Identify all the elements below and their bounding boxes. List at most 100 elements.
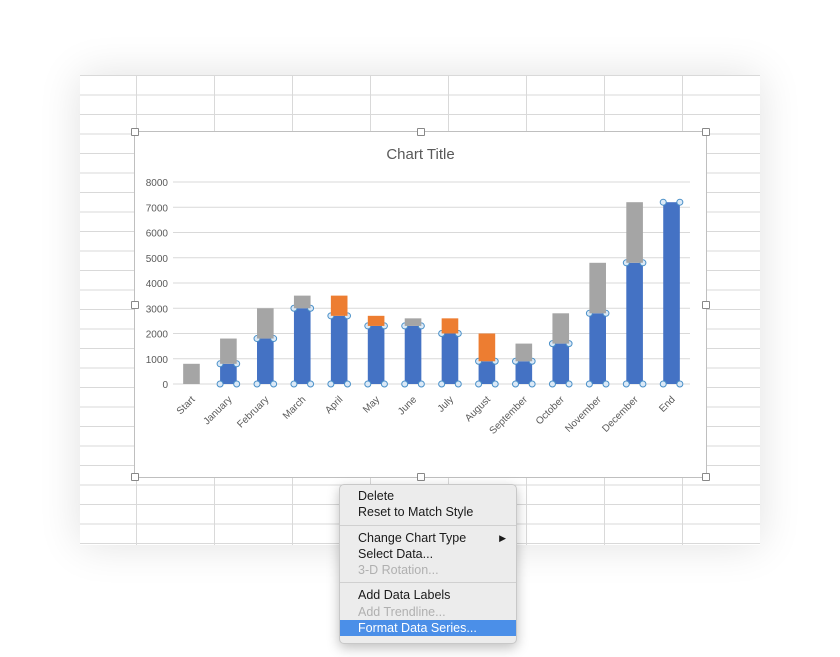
x-tick-label: September: [488, 394, 531, 437]
context-menu: Delete Reset to Match Style Change Chart…: [339, 484, 517, 644]
selection-handle: [475, 380, 483, 388]
bar-series-0[interactable]: [478, 361, 496, 384]
selection-handle: [290, 380, 298, 388]
resize-handle[interactable]: [702, 128, 710, 136]
chart-object[interactable]: Chart Title 0 1000 2000 3000 4000 5000 6000 700…: [131, 128, 710, 481]
y-tick-label: 2000: [146, 330, 169, 341]
selection-handle: [602, 380, 610, 388]
selection-handle: [512, 380, 520, 388]
y-tick-label: 6000: [146, 229, 169, 240]
selection-handle: [438, 380, 446, 388]
x-tick-label: May: [361, 394, 382, 415]
bar-series-0[interactable]: [220, 363, 237, 384]
selection-handle: [659, 380, 667, 388]
bar-series-0[interactable]: [589, 313, 606, 384]
bar-series-1[interactable]: [183, 363, 200, 384]
x-tick-label: June: [396, 394, 419, 417]
x-tick-label: August: [463, 394, 493, 424]
x-tick-label: Start: [175, 394, 198, 417]
bar-series-1[interactable]: [257, 308, 274, 339]
bar-series-2[interactable]: [478, 333, 496, 362]
selection-handle: [659, 198, 667, 206]
bar-series-1[interactable]: [220, 338, 237, 364]
bar-series-0[interactable]: [404, 325, 422, 384]
selection-handle: [491, 380, 499, 388]
selection-handle: [548, 380, 556, 388]
x-tick-label: December: [600, 394, 641, 435]
selection-handle: [639, 380, 647, 388]
bar-series-1[interactable]: [404, 318, 422, 326]
selection-handle: [270, 380, 278, 388]
bar-series-1[interactable]: [515, 343, 533, 362]
menu-item-select-data[interactable]: Select Data...: [358, 546, 434, 561]
bar-series-1[interactable]: [626, 202, 643, 263]
resize-handle[interactable]: [416, 128, 425, 136]
bar-series-0[interactable]: [367, 325, 385, 384]
bar-series-0[interactable]: [257, 338, 274, 384]
bar-series-1[interactable]: [589, 262, 606, 314]
menu-item-change-chart-type[interactable]: Change Chart Type ▶: [340, 530, 516, 546]
bar-series-2[interactable]: [367, 315, 385, 326]
resize-handle[interactable]: [702, 300, 710, 309]
x-tick-label: April: [323, 394, 345, 416]
resize-handle[interactable]: [702, 473, 710, 481]
bar-series-1[interactable]: [293, 295, 311, 309]
menu-item-add-data-labels[interactable]: Add Data Labels: [358, 588, 451, 603]
x-tick-label: End: [657, 394, 677, 414]
selection-handle: [454, 380, 462, 388]
y-tick-label: 5000: [146, 254, 169, 265]
y-tick-label: 0: [162, 380, 168, 391]
x-tick-label: February: [235, 394, 271, 430]
selection-handle: [343, 380, 351, 388]
menu-item-delete[interactable]: Delete: [358, 489, 395, 503]
menu-item-label: Change Chart Type: [358, 530, 467, 545]
bar-series-0[interactable]: [441, 333, 459, 385]
menu-separator: [340, 582, 516, 584]
y-tick-label: 3000: [146, 304, 169, 315]
menu-item-3d-rotation: 3-D Rotation...: [358, 563, 439, 578]
y-tick-label: 1000: [146, 355, 169, 366]
chart-plot: 0 1000 2000 3000 4000 5000 6000 7000 8000 Start Ja…: [146, 178, 690, 437]
selection-handle: [585, 380, 593, 388]
bar-series-0[interactable]: [552, 343, 570, 384]
selection-handle: [233, 380, 241, 388]
x-tick-label: October: [534, 394, 567, 427]
resize-handle[interactable]: [131, 128, 139, 136]
resize-handle[interactable]: [131, 300, 139, 309]
bar-series-0[interactable]: [515, 361, 533, 384]
selection-handle: [364, 380, 372, 388]
chart-title[interactable]: Chart Title: [386, 146, 455, 163]
bar-series-0[interactable]: [626, 262, 643, 384]
y-tick-label: 8000: [146, 178, 169, 189]
bar-series-2[interactable]: [330, 295, 348, 316]
selection-handle: [401, 380, 409, 388]
x-tick-label: January: [202, 394, 235, 427]
selection-handle: [676, 198, 684, 206]
y-tick-label: 4000: [146, 279, 169, 290]
resize-handle[interactable]: [131, 473, 139, 481]
bar-series-0[interactable]: [663, 202, 680, 384]
bar-series-0[interactable]: [330, 315, 348, 384]
x-tick-label: March: [281, 394, 308, 421]
selection-handle: [307, 380, 315, 388]
menu-separator: [340, 524, 516, 526]
bar-series-2[interactable]: [441, 318, 459, 334]
x-tick-label: July: [436, 394, 456, 414]
selection-handle: [676, 380, 684, 388]
selection-handle: [417, 380, 425, 388]
submenu-arrow-icon: ▶: [499, 532, 506, 543]
menu-item-add-trendline: Add Trendline...: [358, 604, 446, 619]
y-tick-label: 7000: [146, 203, 169, 214]
selection-handle: [216, 380, 224, 388]
selection-handle: [528, 380, 536, 388]
menu-item-reset-to-match-style[interactable]: Reset to Match Style: [358, 505, 474, 520]
bar-series-0[interactable]: [293, 308, 311, 384]
selection-handle: [327, 380, 335, 388]
selection-handle: [380, 380, 388, 388]
menu-item-format-data-series[interactable]: Format Data Series...: [340, 620, 516, 637]
bar-series-1[interactable]: [552, 313, 570, 344]
x-tick-label: November: [563, 394, 604, 435]
selection-handle: [565, 380, 573, 388]
resize-handle[interactable]: [416, 473, 425, 481]
selection-handle: [253, 380, 261, 388]
